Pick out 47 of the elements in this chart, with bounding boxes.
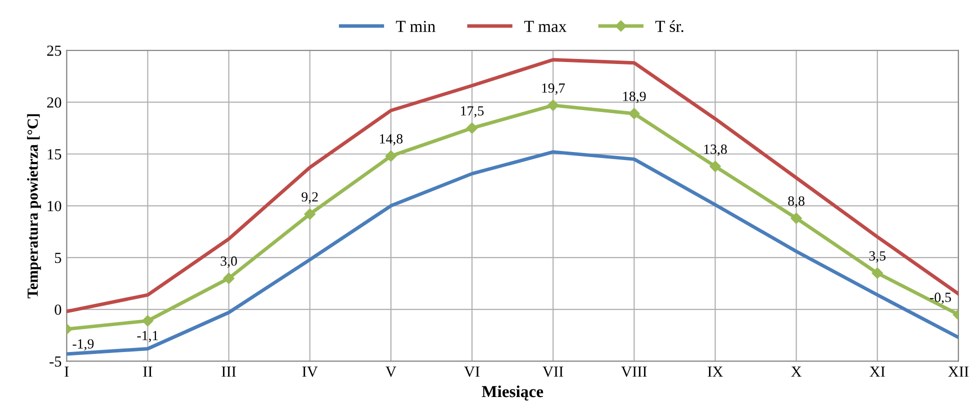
x-axis-title: Miesiące [482,385,544,401]
data-label: 3,5 [869,251,886,263]
data-label: -1,9 [72,339,94,351]
legend-label: T max [524,20,567,32]
data-label: 8,8 [788,196,804,208]
data-label: 3,0 [220,256,237,268]
data-label: 17,5 [461,106,484,118]
line-series [66,58,958,314]
legend-label: T min [396,20,436,32]
point [385,150,397,162]
x-tick-label: III [222,366,236,377]
legend-label: T śr. [655,20,684,32]
x-tick-label: XII [948,366,969,377]
point [223,272,234,284]
data-label: -1,1 [137,330,158,342]
data-label: 14,8 [380,134,403,146]
x-tick-label: V [386,366,396,377]
y-tick-label: 20 [47,97,62,108]
x-tick-label: VI [464,366,480,377]
y-tick-label: 0 [54,304,62,315]
x-tick-label: IV [302,366,318,377]
point [304,208,316,220]
y-axis-title: Temperatura powietrza [°C] [27,114,41,298]
data-label: 9,2 [302,192,318,204]
y-tick-label: -5 [50,356,62,367]
y-tick-label: 25 [47,46,62,56]
data-label: 18,9 [623,92,646,104]
x-tick-label: I [64,366,69,377]
point [710,160,721,172]
x-tick-label: VII [542,366,564,377]
point [466,122,478,134]
x-tick-label: VIII [621,366,647,377]
data-label: 13,8 [704,144,727,156]
data-label: -0,5 [930,292,951,304]
point [142,315,154,326]
y-tick-label: 15 [48,149,62,160]
x-tick-label: XI [870,366,885,377]
point [790,212,802,224]
point [547,100,559,111]
x-tick-label: II [143,366,152,377]
y-tick-label: 5 [55,252,62,264]
y-tick-label: 10 [48,200,62,212]
point [628,108,640,120]
point [872,268,883,279]
x-tick-label: IX [708,366,724,377]
x-tick-label: X [791,366,802,377]
data-label: 19,7 [542,83,565,95]
